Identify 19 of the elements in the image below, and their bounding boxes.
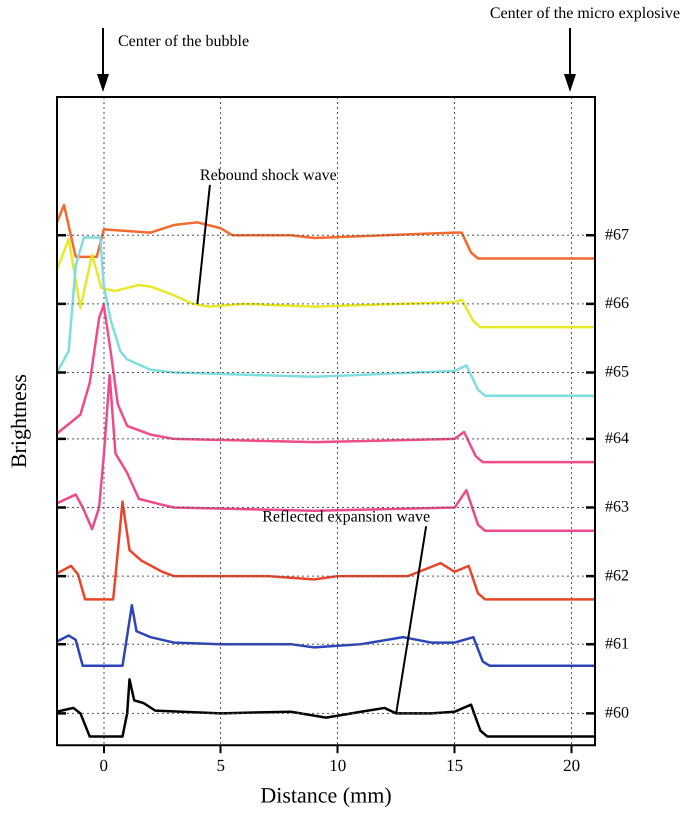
text: #61 [605, 635, 629, 652]
x-tick-label: 15 [446, 756, 464, 775]
x-tick-label: 0 [100, 756, 108, 775]
x-axis-title: Distance (mm) [260, 782, 392, 808]
x-tick-label: 10 [329, 756, 346, 775]
x-tick-label: 20 [563, 756, 580, 775]
annotation: Reflected expansion wave [262, 508, 430, 526]
text: Center of the micro explosive [490, 5, 680, 22]
text: #63 [605, 498, 629, 516]
text: #64 [605, 430, 629, 448]
text: #67 [605, 226, 629, 244]
annotation: Rebound shock wave [200, 167, 337, 184]
x-tick-label: 5 [216, 756, 225, 775]
text: Center of the bubble [118, 33, 250, 50]
y-axis-title: Brightness [6, 374, 31, 468]
text: #65 [605, 364, 629, 381]
text: #66 [605, 295, 629, 312]
text: #60 [605, 704, 629, 722]
text: #62 [605, 567, 629, 584]
